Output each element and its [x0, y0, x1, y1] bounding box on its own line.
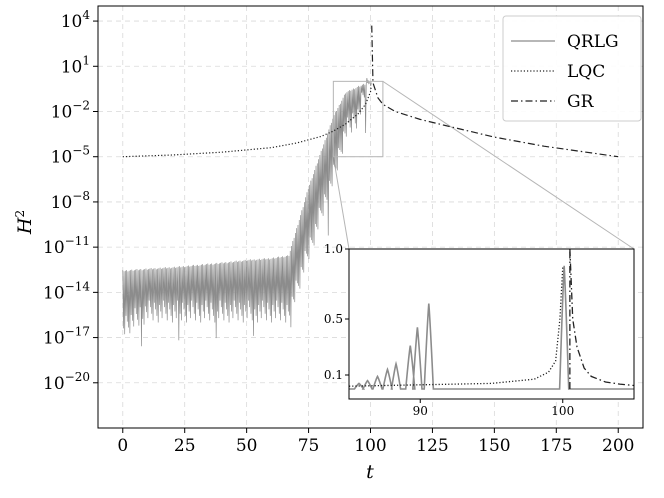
series-main: [122, 25, 619, 347]
x-tick-label: 150: [478, 436, 510, 456]
y-tick-label: 10−5: [51, 144, 90, 168]
series-inset: [349, 249, 634, 390]
legend-box: [502, 15, 642, 122]
x-tick-label: 50: [236, 436, 258, 456]
x-tick-label: 200: [602, 436, 634, 456]
x-tick-label: 25: [174, 436, 196, 456]
series-gr-inset: [569, 249, 634, 387]
series-lqc-inset: [349, 267, 564, 387]
legend: QRLG LQC GR: [502, 15, 642, 122]
zoom-connector: [382, 80, 635, 250]
inset-y-tick-label: 0.5: [324, 312, 343, 326]
x-axis-label: t: [366, 461, 374, 483]
x-tick-label: 100: [354, 436, 386, 456]
plot-frame-inset: [348, 248, 635, 400]
legend-label: QRLG: [567, 32, 619, 52]
y-axis-ticks: 10−20 10−17 10−14 10−11 10−8 10−5 10−2 101 104: [43, 8, 98, 394]
y-tick-label: 10−2: [51, 99, 90, 123]
series-qrlg-main: [122, 77, 372, 347]
x-axis-ticks: 0 25 50 75 100 125 150 175 200: [117, 428, 634, 456]
x-tick-label: 75: [298, 436, 320, 456]
plot-area-inset: [349, 249, 634, 399]
inset-x-tick-label: 100: [551, 404, 574, 418]
y-tick-label: 10−8: [51, 189, 90, 213]
zoom-box: [332, 80, 384, 158]
y-tick-label: 10−14: [43, 279, 90, 303]
legend-label: GR: [567, 92, 595, 112]
legend-label: LQC: [567, 62, 605, 82]
y-tick-label: 101: [61, 53, 90, 77]
x-tick-label: 175: [540, 436, 572, 456]
inset-y-tick-label: 0.1: [324, 368, 343, 382]
zoom-connector-lines: [332, 80, 635, 250]
series-gr-main: [371, 25, 619, 158]
y-tick-label: 10−11: [43, 234, 90, 258]
y-tick-label: 10−17: [43, 325, 90, 349]
inset-plot: 90 100 0.1 0.5 1.0: [324, 242, 635, 418]
y-tick-label: 104: [61, 8, 91, 32]
x-tick-label: 0: [117, 436, 128, 456]
inset-x-tick-label: 90: [413, 404, 428, 418]
x-tick-label: 125: [416, 436, 448, 456]
inset-axis-ticks: 90 100 0.1 0.5 1.0: [324, 242, 574, 418]
series-qrlg-inset: [349, 265, 634, 390]
zoom-connector: [332, 156, 350, 250]
y-tick-label: 10−20: [43, 370, 90, 394]
inset-y-tick-label: 1.0: [324, 242, 343, 256]
y-axis-label: H2: [13, 210, 36, 235]
